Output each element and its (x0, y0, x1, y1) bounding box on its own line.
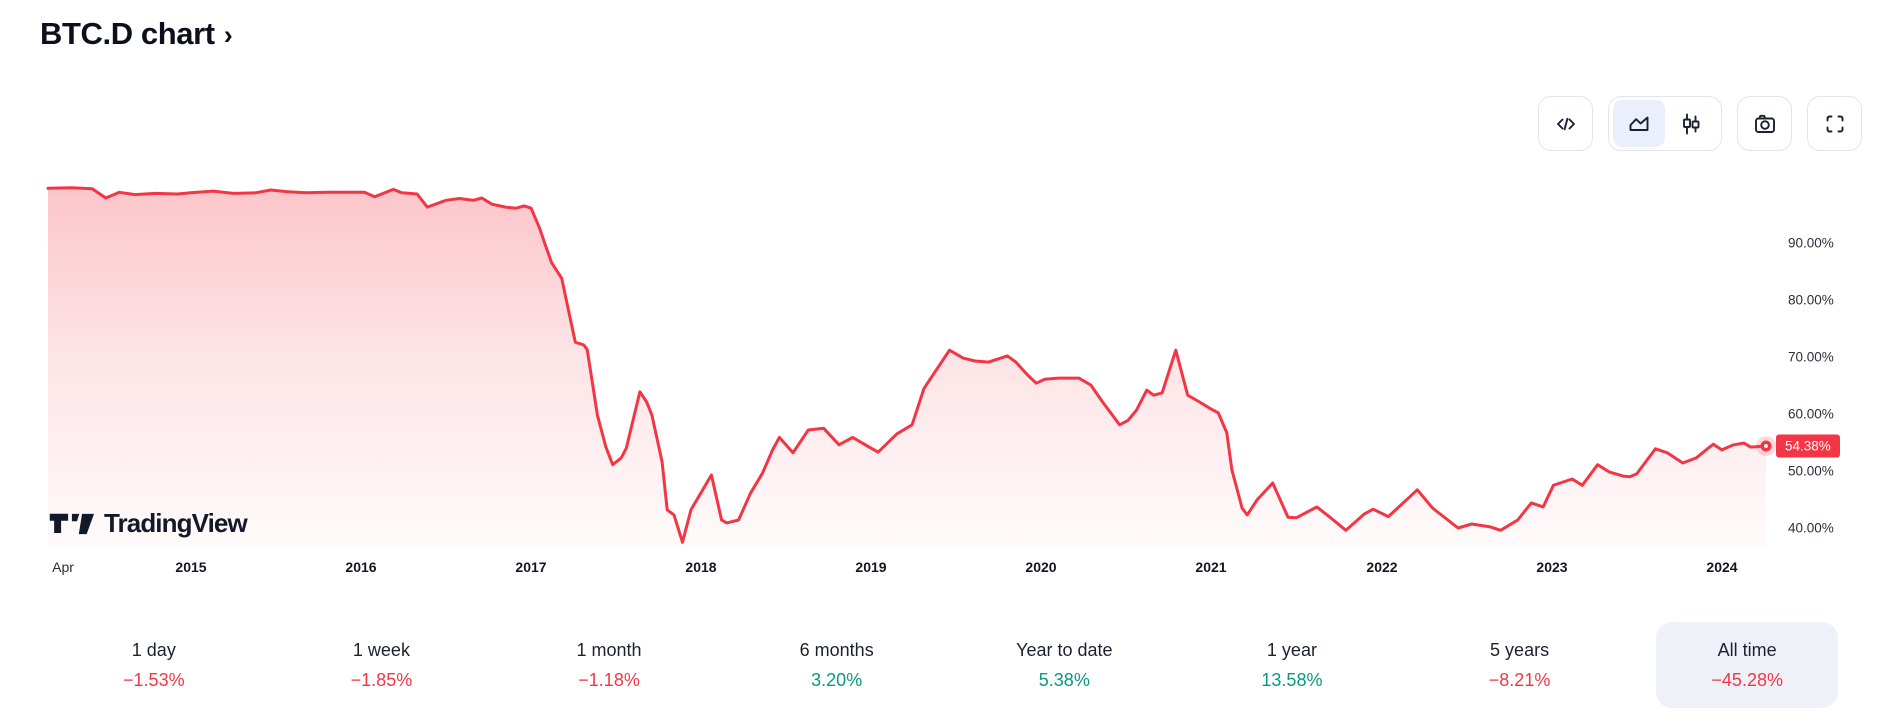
y-axis-label: 50.00% (1788, 463, 1834, 479)
candles-icon (1683, 113, 1700, 134)
period-value: 3.20% (811, 669, 863, 690)
period-value: 5.38% (1038, 669, 1090, 690)
y-axis-label: 60.00% (1788, 406, 1834, 422)
period-label: 1 year (1266, 639, 1317, 660)
period-tab-5-years[interactable]: 5 years −8.21% (1406, 616, 1634, 713)
period-tab-year-to-date[interactable]: Year to date 5.38% (951, 616, 1179, 713)
period-label: Year to date (1016, 639, 1113, 660)
x-axis-label: 2023 (1536, 559, 1568, 575)
tradingview-logo-link[interactable]: TradingView (48, 508, 248, 539)
x-axis-label: 2015 (175, 559, 207, 575)
period-value: 13.58% (1261, 669, 1323, 690)
x-axis-label: 2021 (1195, 559, 1227, 575)
x-axis-label: 2016 (345, 559, 377, 575)
period-tab-all-time[interactable]: All time −45.28% (1633, 616, 1861, 713)
x-axis-label: 2024 (1706, 559, 1738, 575)
price-line (46, 186, 1768, 544)
code-icon (1556, 117, 1575, 130)
period-value: −45.28% (1711, 669, 1783, 690)
area-fill (48, 187, 1766, 548)
x-axis-label: Apr (52, 559, 74, 575)
period-value: −1.53% (123, 669, 185, 690)
period-label: 1 week (352, 639, 410, 660)
y-axis-label: 90.00% (1788, 235, 1834, 251)
period-label: 5 years (1490, 639, 1550, 660)
area-chart-icon (1629, 116, 1649, 131)
page-title: BTC.D chart (40, 16, 215, 51)
y-axis-label: 40.00% (1788, 520, 1834, 536)
chart-type-area-button[interactable] (1613, 100, 1665, 147)
x-axis-label: 2022 (1366, 559, 1398, 575)
chevron-right-icon[interactable]: › (223, 19, 233, 50)
chart-type-candles-button[interactable] (1665, 100, 1717, 147)
fullscreen-button[interactable] (1807, 96, 1862, 151)
period-label: 6 months (799, 639, 874, 660)
last-value-marker (1756, 436, 1776, 456)
period-label: All time (1717, 639, 1777, 660)
chart-type-toggle (1608, 96, 1722, 151)
period-tab-1-month[interactable]: 1 month −1.18% (495, 616, 723, 713)
period-label: 1 month (576, 639, 642, 660)
y-axis-label: 70.00% (1788, 349, 1834, 365)
x-axis-label: 2020 (1025, 559, 1057, 575)
snapshot-button[interactable] (1737, 96, 1792, 151)
period-tab-1-year[interactable]: 1 year 13.58% (1178, 616, 1406, 713)
tradingview-logo-text: TradingView (104, 508, 248, 538)
period-tab-1-week[interactable]: 1 week −1.85% (268, 616, 496, 713)
period-tab-1-day[interactable]: 1 day −1.53% (40, 616, 268, 713)
period-value: −1.85% (350, 669, 413, 690)
x-axis-label: 2019 (855, 559, 887, 575)
x-axis-label: 2018 (685, 559, 717, 575)
period-value: −1.18% (578, 669, 640, 690)
page-title-row: BTC.D chart › (40, 16, 233, 52)
period-label: 1 day (131, 639, 176, 660)
period-tab-6-months[interactable]: 6 months 3.20% (723, 616, 951, 713)
camera-icon (1754, 114, 1775, 133)
embed-code-button[interactable] (1538, 96, 1593, 151)
y-axis-label: 80.00% (1788, 292, 1834, 308)
tradingview-logo-icon (49, 513, 94, 534)
fullscreen-icon (1826, 115, 1843, 132)
period-value: −8.21% (1488, 669, 1551, 690)
last-value-badge: 54.38% (1776, 434, 1840, 458)
period-performance-row: 1 day −1.53% 1 week −1.85% 1 month −1.18… (40, 616, 1861, 713)
x-axis-label: 2017 (515, 559, 547, 575)
chart-toolbar (1538, 96, 1862, 151)
